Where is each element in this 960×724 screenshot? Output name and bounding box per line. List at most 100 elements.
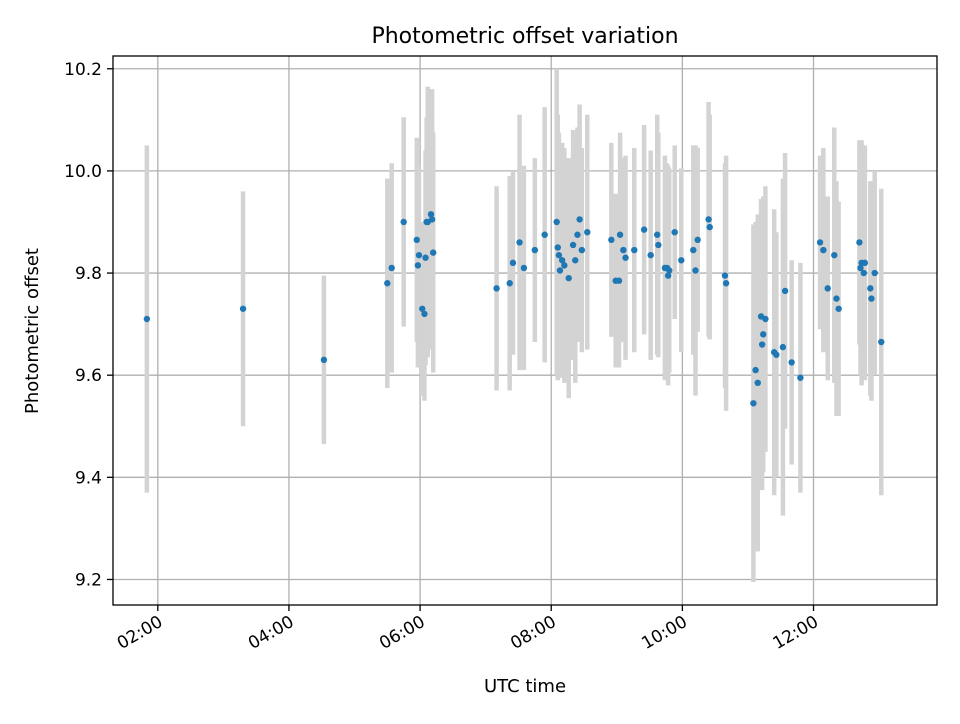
x-tick-label: 02:00 [114, 612, 166, 654]
data-point [664, 272, 672, 279]
data-point [578, 246, 586, 254]
data-point [762, 315, 769, 323]
data-point [867, 285, 874, 292]
data-point [493, 285, 500, 292]
x-tick-label: 08:00 [507, 612, 559, 654]
data-point [419, 305, 426, 312]
data-point [622, 254, 629, 261]
data-point [871, 269, 878, 277]
data-point [143, 315, 151, 323]
data-point [868, 295, 875, 302]
data-point [831, 251, 838, 259]
data-point [427, 211, 435, 218]
data-point [750, 400, 757, 407]
data-point [694, 236, 701, 244]
data-point [797, 374, 804, 381]
data-point [320, 356, 328, 364]
data-point [428, 216, 436, 223]
data-point [722, 280, 730, 287]
data-point [671, 228, 678, 236]
data-point [835, 305, 842, 312]
data-point [824, 285, 831, 292]
data-point [878, 338, 885, 346]
data-point [640, 226, 648, 233]
data-point [384, 280, 391, 287]
data-point [779, 343, 787, 351]
data-point [569, 241, 577, 249]
data-point [760, 331, 767, 338]
data-point [706, 223, 713, 231]
data-point [400, 218, 407, 226]
data-point [861, 259, 869, 267]
x-tick-label: 04:00 [245, 612, 297, 654]
data-point [678, 257, 685, 264]
data-point [430, 249, 437, 256]
data-point [516, 239, 523, 246]
data-point [541, 231, 548, 238]
y-tick-label: 9.2 [75, 570, 102, 590]
data-point [752, 366, 759, 374]
y-tick-label: 10.2 [64, 60, 102, 80]
data-point [620, 246, 627, 254]
data-point [758, 341, 766, 348]
data-point [553, 218, 560, 226]
data-point [705, 216, 712, 223]
data-point [690, 246, 697, 254]
x-tick-label: 10:00 [638, 612, 690, 654]
x-axis-label: UTC time [484, 676, 566, 697]
axes-frame [112, 55, 938, 606]
data-point [572, 257, 579, 264]
data-point [857, 264, 864, 272]
data-point [561, 262, 568, 269]
data-point [388, 264, 395, 272]
data-point [574, 231, 581, 238]
data-point [647, 251, 654, 259]
data-point [631, 246, 638, 254]
data-point [558, 257, 566, 264]
data-point [584, 228, 591, 236]
data-point [781, 287, 789, 295]
data-point [692, 267, 699, 274]
y-tick-label: 9.4 [75, 468, 102, 488]
data-point [415, 251, 423, 259]
data-point [820, 246, 827, 254]
data-point [856, 239, 863, 246]
data-point [721, 272, 729, 279]
data-point [509, 259, 517, 267]
data-point [555, 251, 563, 259]
data-point [773, 351, 780, 358]
data-point [413, 236, 421, 244]
x-tick-label: 12:00 [770, 612, 822, 654]
data-point [422, 254, 429, 261]
data-point [506, 280, 513, 287]
data-point [239, 305, 247, 312]
plot-area: 02:00 04:00 06:00 08:00 10:00 12:00 9.2 9.4 9.6 9… [64, 55, 938, 654]
data-point [531, 246, 539, 254]
y-axis-label: Photometric offset [22, 248, 43, 414]
chart-title: Photometric offset variation [371, 24, 678, 49]
data-point [520, 264, 528, 272]
data-point [860, 269, 867, 277]
data-point [565, 274, 572, 282]
x-tick-label: 06:00 [376, 612, 428, 654]
data-point [788, 359, 795, 366]
data-point [654, 231, 661, 238]
y-tick-label: 9.8 [75, 264, 102, 284]
data-point [556, 267, 564, 274]
data-point [655, 241, 662, 249]
y-tick-label: 10.0 [64, 162, 102, 182]
data-point [554, 244, 561, 251]
data-point [615, 277, 623, 284]
data-point [421, 310, 428, 318]
data-point [666, 267, 673, 274]
data-point [754, 379, 761, 387]
data-point [816, 239, 824, 246]
data-point [414, 262, 422, 269]
data-point [616, 231, 624, 238]
y-tick-label: 9.6 [75, 366, 102, 386]
data-point [576, 216, 583, 223]
data-point [833, 295, 840, 302]
data-point [608, 236, 615, 244]
